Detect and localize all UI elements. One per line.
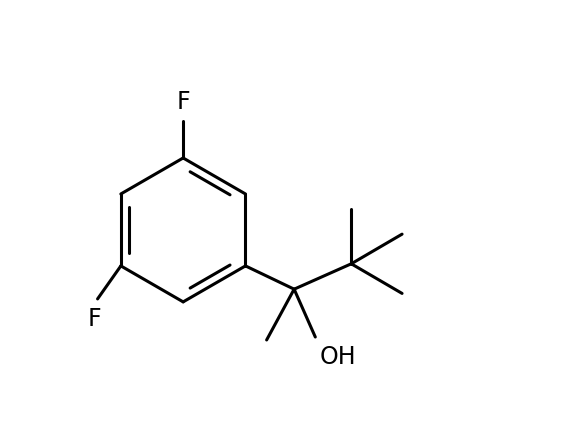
Text: F: F bbox=[88, 308, 101, 331]
Text: F: F bbox=[176, 89, 190, 114]
Text: OH: OH bbox=[320, 345, 356, 369]
